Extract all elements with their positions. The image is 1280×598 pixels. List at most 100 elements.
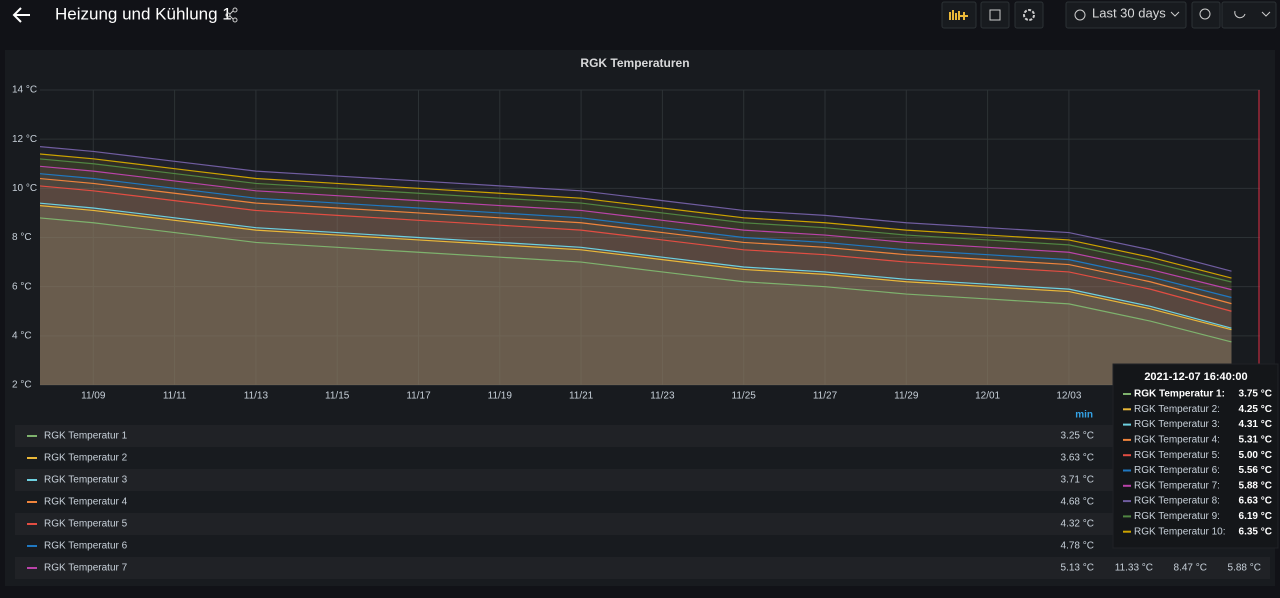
- chevron: [1261, 11, 1271, 17]
- save-icon: [989, 9, 1001, 21]
- series-area: [40, 203, 1232, 385]
- legend-stat: 8.47 °C: [1174, 563, 1207, 574]
- share-icon[interactable]: [225, 7, 238, 23]
- series-line: [40, 205, 1232, 331]
- add-panel-icon: [949, 10, 968, 20]
- x-tick-label: 11/19: [488, 391, 513, 402]
- x-tick-label: 11/11: [163, 391, 187, 402]
- tooltip-value: 6.63 °C: [1239, 496, 1272, 507]
- legend-min: 3.25 °C: [1061, 431, 1094, 442]
- panel-title[interactable]: RGK Temperaturen: [580, 56, 689, 70]
- save-button[interactable]: [980, 1, 1010, 29]
- tooltip-value: 4.25 °C: [1239, 404, 1272, 415]
- tooltip-value: 5.88 °C: [1239, 480, 1272, 491]
- x-tick-label: 11/25: [732, 391, 757, 402]
- tooltip-value: 4.31 °C: [1239, 419, 1272, 430]
- legend-name: RGK Temperatur 7: [44, 563, 128, 574]
- x-tick-label: 12/01: [975, 391, 1000, 402]
- legend-name: RGK Temperatur 5: [44, 519, 128, 530]
- series-line: [40, 173, 1232, 299]
- dashboard-title: Heizung und Kühlung 1: [55, 4, 232, 23]
- legend-stat: 5.88 °C: [1228, 563, 1261, 574]
- y-tick-label: 12 °C: [12, 134, 37, 145]
- tooltip-name: RGK Temperatur 9:: [1134, 511, 1220, 522]
- legend-name: RGK Temperatur 3: [44, 475, 128, 486]
- series-line: [40, 158, 1232, 283]
- series-line: [40, 185, 1232, 312]
- x-tick-label: 11/15: [325, 391, 350, 402]
- series-area: [40, 166, 1232, 385]
- areas: [40, 146, 1232, 385]
- series-area: [40, 178, 1232, 385]
- series-line: [40, 146, 1232, 272]
- y-tick-label: 14 °C: [12, 85, 37, 96]
- x-tick-label: 11/29: [894, 391, 919, 402]
- legend-min: 4.78 °C: [1061, 541, 1094, 552]
- x-tick-label: 11/09: [81, 391, 106, 402]
- tooltip-value: 5.56 °C: [1239, 465, 1272, 476]
- refresh-icon: [1234, 10, 1246, 19]
- legend-name: RGK Temperatur 6: [44, 541, 128, 552]
- legend-min: 4.32 °C: [1061, 519, 1094, 530]
- chevron: [1170, 11, 1180, 17]
- tooltip-name: RGK Temperatur 8:: [1134, 496, 1220, 507]
- y-tick-label: 8 °C: [12, 232, 32, 243]
- y-tick-label: 10 °C: [12, 183, 37, 194]
- tooltip-name: RGK Temperatur 3:: [1134, 419, 1220, 430]
- time-range: Last 30 days: [1092, 5, 1166, 20]
- series-area: [40, 146, 1232, 385]
- series-area: [40, 185, 1232, 385]
- legend-stat: 11.33 °C: [1115, 563, 1153, 574]
- tooltip-time: 2021-12-07 16:40:00: [1144, 371, 1247, 383]
- legend-name: RGK Temperatur 1: [44, 431, 128, 442]
- legend-row-bg: [15, 557, 1270, 579]
- legend-header: min: [1075, 410, 1093, 421]
- series-line: [40, 153, 1232, 279]
- legend-name: RGK Temperatur 4: [44, 497, 128, 508]
- back-button[interactable]: [12, 7, 30, 23]
- refresh-button[interactable]: [1221, 1, 1277, 29]
- y-tick-label: 2 °C: [12, 380, 32, 391]
- legend-name: RGK Temperatur 2: [44, 453, 128, 464]
- series-line: [40, 217, 1232, 343]
- series-line: [40, 177, 1232, 305]
- legend-min: 3.71 °C: [1061, 475, 1094, 486]
- x-tick-label: 11/21: [569, 391, 594, 402]
- legend-row-bg: [15, 469, 1270, 491]
- tooltip-name: RGK Temperatur 1:: [1134, 389, 1225, 400]
- series-area: [40, 205, 1232, 385]
- legend-min: 4.68 °C: [1061, 497, 1094, 508]
- legend-row-bg: [15, 513, 1270, 535]
- tooltip-name: RGK Temperatur 7:: [1134, 480, 1220, 491]
- legend-min: 3.63 °C: [1061, 453, 1094, 464]
- x-tick-label: 12/03: [1056, 391, 1081, 402]
- settings-button[interactable]: [1014, 1, 1044, 29]
- series-area: [40, 173, 1232, 385]
- legend: min RGK Temperatur 1 3.25 °C RGK Temperatur…: [15, 410, 1270, 579]
- x-tick-label: 11/27: [813, 391, 838, 402]
- tooltip-value: 5.00 °C: [1239, 450, 1272, 461]
- x-tick-label: 11/23: [650, 391, 675, 402]
- lines: [40, 146, 1232, 343]
- series-line: [40, 165, 1232, 291]
- x-tick-label: 11/17: [406, 391, 431, 402]
- tooltip-name: RGK Temperatur 6:: [1134, 465, 1220, 476]
- zoom-icon: [1199, 8, 1211, 20]
- settings-icon: [1023, 9, 1035, 21]
- tooltip-value: 3.75 °C: [1239, 389, 1272, 400]
- tooltip: 2021-12-07 16:40:00 RGK Temperatur 1: 3.75…: [1112, 363, 1279, 549]
- tooltip-name: RGK Temperatur 5:: [1134, 450, 1220, 461]
- time-picker[interactable]: [1065, 1, 1187, 29]
- tooltip-value: 6.19 °C: [1239, 511, 1272, 522]
- tooltip-name: RGK Temperatur 10:: [1134, 526, 1226, 537]
- zoom-out-button[interactable]: [1191, 1, 1221, 29]
- tooltip-name: RGK Temperatur 4:: [1134, 435, 1220, 446]
- tooltip-name: RGK Temperatur 2:: [1134, 404, 1220, 415]
- tooltip-value: 5.31 °C: [1239, 435, 1272, 446]
- tooltip-value: 6.35 °C: [1239, 526, 1272, 537]
- series-line: [40, 202, 1232, 329]
- tooltip-box: [1112, 363, 1279, 549]
- legend-min: 5.13 °C: [1061, 563, 1094, 574]
